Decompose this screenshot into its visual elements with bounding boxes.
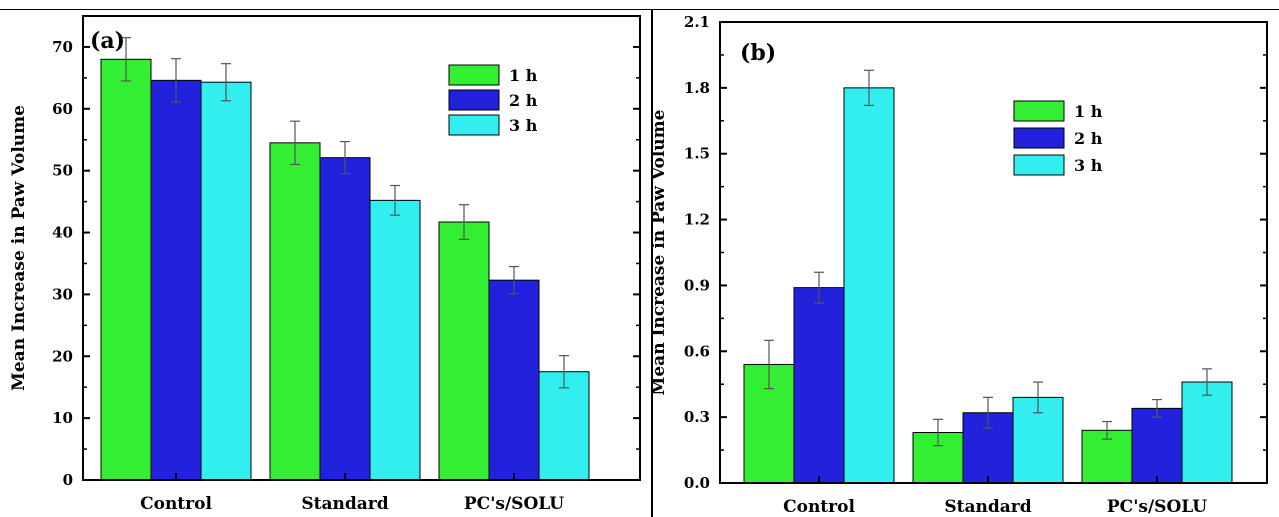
x-category-label: Control (140, 494, 212, 514)
legend-swatch (1013, 154, 1065, 176)
legend-swatch (448, 89, 500, 111)
y-tick-label: 60 (52, 100, 73, 118)
error-bar-3h-standard (1033, 381, 1043, 414)
bar-2h-control (793, 287, 845, 484)
error-bar-1h-control (121, 37, 131, 82)
legend-swatch (448, 64, 500, 86)
bar-1h-standard (269, 142, 321, 481)
error-bar-3h-standard (390, 184, 400, 216)
legend-swatch (448, 114, 500, 136)
legend: 1 h 2 h 3 h (1013, 100, 1103, 176)
plot-frame (82, 15, 641, 481)
legend-swatch (1013, 127, 1065, 149)
x-category-label: Standard (944, 497, 1031, 517)
legend-label: 1 h (509, 66, 538, 85)
legend-label: 2 h (509, 91, 538, 110)
y-tick-label: 70 (52, 38, 73, 56)
y-tick-label: 30 (52, 285, 73, 303)
error-bar-1h-standard (933, 418, 943, 447)
error-bar-3h-pcssolu (1202, 368, 1212, 396)
legend-swatch (1013, 100, 1065, 122)
error-bar-2h-pcssolu (1152, 398, 1162, 418)
y-tick-label: 0.0 (684, 474, 710, 492)
x-category-label: PC's/SOLU (1107, 497, 1207, 517)
y-tick-label: 1.5 (684, 145, 710, 163)
legend: 1 h 2 h 3 h (448, 64, 538, 136)
bar-3h-control (200, 81, 252, 481)
panel-label: (a) (90, 28, 125, 54)
error-bar-2h-standard (983, 396, 993, 429)
x-category-label: PC's/SOLU (464, 494, 564, 514)
chart-a: 0 10 20 30 40 50 60 70 Control Standard PC's/SOLU M… (9, 15, 641, 514)
y-tick-label: 20 (52, 347, 73, 365)
y-axis-label: Mean Increase in Paw Volume (9, 105, 29, 391)
y-tick-label: 10 (52, 409, 73, 427)
bar-3h-control (843, 87, 895, 484)
bar-2h-standard (319, 157, 371, 481)
y-tick-label: 2.1 (684, 13, 710, 31)
chart-b: 0.0 0.3 0.6 0.9 1.2 1.5 1.8 2.1 Control Standard P… (649, 13, 1268, 517)
error-bar-2h-standard (340, 140, 350, 175)
bar-2h-pcssolu (488, 279, 540, 481)
y-tick-label: 40 (52, 224, 73, 242)
bar-2h-control (150, 79, 202, 481)
y-tick-label: 0 (63, 471, 73, 489)
y-tick-label: 1.2 (684, 211, 710, 229)
y-tick-label: 0.6 (684, 342, 710, 360)
error-bar-2h-control (171, 58, 181, 103)
bar-2h-pcssolu (1131, 407, 1183, 484)
legend-label: 3 h (1074, 156, 1103, 175)
y-tick-label: 0.9 (684, 276, 710, 294)
bar-3h-standard (369, 199, 421, 481)
y-axis-label: Mean Increase in Paw Volume (649, 109, 669, 395)
error-bar-2h-control (814, 271, 824, 304)
legend-label: 2 h (1074, 129, 1103, 148)
error-bar-3h-control (864, 69, 874, 107)
legend-label: 3 h (509, 116, 538, 135)
error-bar-1h-pcssolu (1102, 420, 1112, 440)
x-category-label: Standard (301, 494, 388, 514)
error-bar-3h-pcssolu (559, 355, 569, 389)
y-tick-label: 1.8 (684, 79, 710, 97)
bar-3h-pcssolu (1181, 381, 1233, 484)
x-category-label: Control (783, 497, 855, 517)
error-bar-1h-standard (290, 120, 300, 166)
panel-label: (b) (740, 40, 776, 66)
error-bar-2h-pcssolu (509, 265, 519, 295)
error-bar-1h-pcssolu (459, 204, 469, 240)
bar-1h-control (100, 58, 152, 481)
error-bar-1h-control (764, 339, 774, 390)
bar-1h-pcssolu (438, 221, 490, 481)
error-bar-3h-control (221, 63, 231, 102)
y-tick-label: 0.3 (684, 408, 710, 426)
y-tick-label: 50 (52, 162, 73, 180)
legend-label: 1 h (1074, 102, 1103, 121)
